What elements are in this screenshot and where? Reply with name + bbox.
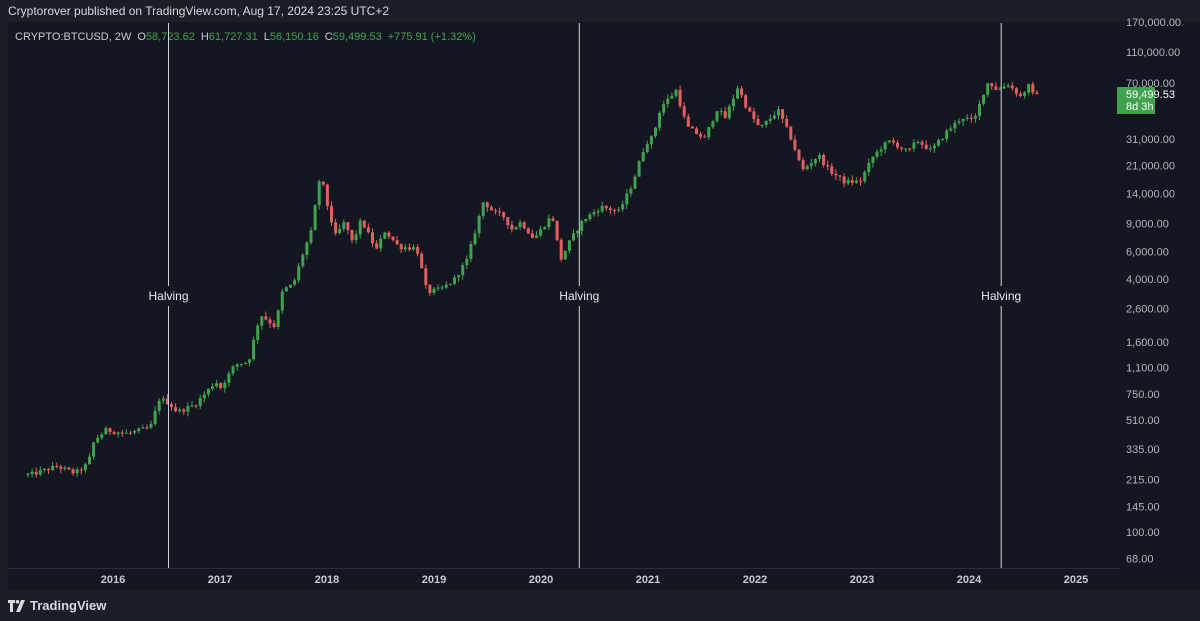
legend-open: 58,723.62 (145, 31, 195, 43)
legend-high-label: H (200, 31, 209, 43)
ohlc-legend: CRYPTO:BTCUSD, 2W O 58,723.62 H 61,727.3… (15, 31, 476, 43)
chart-pane[interactable] (8, 22, 1120, 590)
legend-low: 56,150.16 (269, 31, 319, 43)
time-scale[interactable] (8, 568, 1120, 591)
tradingview-logo-icon (8, 599, 25, 612)
legend-open-label: O (137, 31, 146, 43)
publish-header: Cryptorover published on TradingView.com… (0, 0, 1200, 22)
legend-close-label: C (324, 31, 333, 43)
legend-close: 59,499.53 (332, 31, 382, 43)
legend-change: +775.91 (+1.32%) (387, 31, 476, 43)
legend-symbol: CRYPTO:BTCUSD, 2W (15, 31, 132, 43)
legend-high: 61,727.31 (208, 31, 258, 43)
legend-low-label: L (263, 31, 270, 43)
publish-info: Cryptorover published on TradingView.com… (8, 4, 390, 18)
footer: TradingView (0, 590, 1200, 621)
footer-brand: TradingView (30, 598, 107, 613)
tradingview-logo[interactable]: TradingView (8, 598, 106, 613)
price-scale[interactable] (1120, 22, 1200, 590)
